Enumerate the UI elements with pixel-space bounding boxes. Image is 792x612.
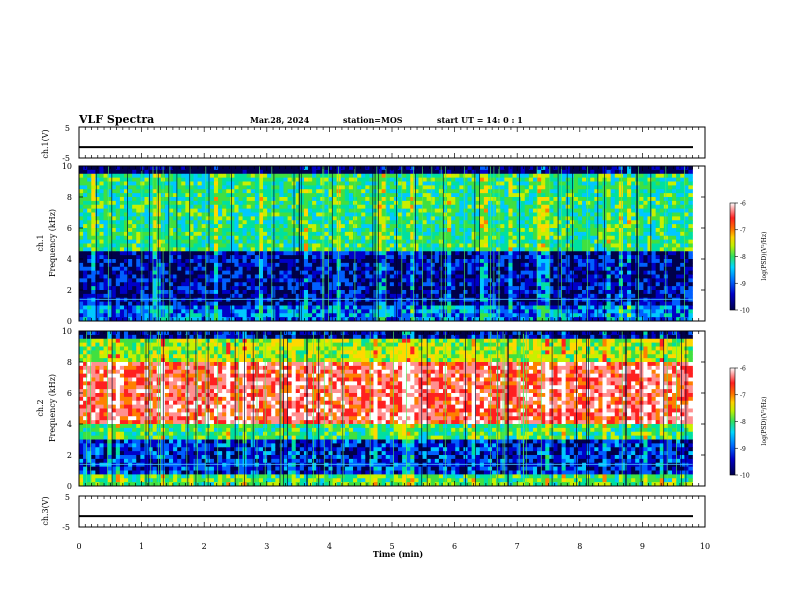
header-start-time: start UT = 14: 0 : 1 [437, 115, 523, 125]
ch2-freq-tick-label: 2 [67, 451, 72, 460]
colorbar-tick-label: -7 [740, 227, 746, 234]
ch2-colorbar-scale [729, 367, 736, 476]
ch2-spectrogram-ylabel: Frequency (kHz) [48, 374, 57, 442]
x-tick-label: 2 [202, 542, 207, 551]
colorbar-tick-label: -8 [740, 419, 746, 426]
ch1-spectrogram-ylabel: Frequency (kHz) [48, 209, 57, 277]
ch3-ytick-top: 5 [65, 493, 70, 502]
ch1-ytick-top: 5 [65, 124, 70, 133]
x-tick-label: 9 [640, 542, 645, 551]
x-tick-label: 6 [452, 542, 457, 551]
colorbar-tick-label: -10 [740, 473, 750, 480]
ch1-freq-tick-label: 8 [67, 193, 72, 202]
ch1-freq-tick-label: 0 [67, 317, 72, 326]
ch3-waveform-ylabel: ch.3(V) [41, 496, 50, 525]
ch2-freq-tick-label: 0 [67, 482, 72, 491]
ch2-colorbar: log(PSD)(V²/Hz) -6 -7 -8 -9 -10 [729, 366, 768, 480]
colorbar-tick-label: -6 [740, 201, 746, 208]
ch1-spectrogram-panel: ch.1 Frequency (kHz) 0 2 4 6 8 10 [36, 162, 706, 326]
header-date: Mar.28, 2024 [250, 115, 310, 125]
x-axis-ticks [78, 127, 706, 527]
ch2-spectrogram-panel: ch.2 Frequency (kHz) 0 2 4 6 8 10 [36, 327, 706, 491]
ch2-freq-tick-label: 4 [67, 420, 72, 429]
colorbar-tick-label: -7 [740, 392, 746, 399]
figure-title: VLF Spectra [78, 113, 154, 126]
ch1-freq-tick-label: 6 [67, 224, 72, 233]
colorbar-tick-label: -9 [740, 281, 746, 288]
x-axis-tick-labels: 0 1 2 3 4 5 6 7 8 9 10 [76, 542, 710, 551]
ch2-spectrogram-image [79, 331, 693, 487]
x-tick-label: 1 [139, 542, 144, 551]
colorbar-tick-label: -6 [740, 366, 746, 373]
ch2-freq-tick-label: 10 [62, 327, 72, 336]
x-tick-label: 7 [515, 542, 520, 551]
ch2-freq-tick-label: 6 [67, 389, 72, 398]
ch1-spectrogram-channel-label: ch.1 [36, 234, 45, 251]
x-tick-label: 3 [264, 542, 269, 551]
ch2-freq-tick-label: 8 [67, 358, 72, 367]
ch2-colorbar-label: log(PSD)(V²/Hz) [761, 397, 768, 446]
x-axis-label: Time (min) [373, 549, 423, 559]
ch1-spectrogram-image [79, 166, 693, 322]
x-tick-label: 5 [389, 542, 394, 551]
ch1-freq-tick-label: 4 [67, 255, 72, 264]
ch1-freq-tick-label: 2 [67, 286, 72, 295]
x-tick-label: 10 [700, 542, 710, 551]
x-tick-label: 0 [76, 542, 81, 551]
ch1-colorbar-scale [729, 202, 736, 311]
header-station: station=MOS [343, 115, 403, 125]
x-tick-label: 4 [327, 542, 332, 551]
ch1-ytick-bottom: -5 [62, 154, 70, 163]
ch1-waveform-ylabel: ch.1(V) [41, 129, 50, 158]
ch1-freq-tick-label: 10 [62, 162, 72, 171]
ch1-colorbar: log(PSD)(V²/Hz) -6 -7 -8 -9 -10 [729, 201, 768, 315]
colorbar-tick-label: -10 [740, 308, 750, 315]
ch2-spectrogram-channel-label: ch.2 [36, 399, 45, 416]
ch3-ytick-bottom: -5 [62, 523, 70, 532]
colorbar-tick-label: -9 [740, 446, 746, 453]
ch1-colorbar-label: log(PSD)(V²/Hz) [761, 232, 768, 281]
colorbar-tick-label: -8 [740, 254, 746, 261]
x-tick-label: 8 [577, 542, 582, 551]
